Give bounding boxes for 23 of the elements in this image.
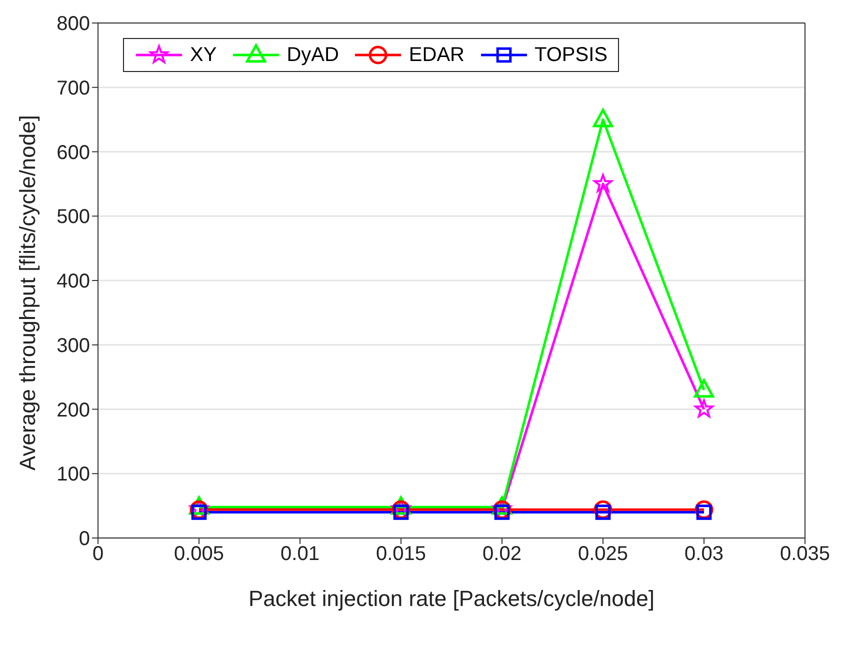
y-tick-label: 100	[56, 464, 90, 486]
y-tick-label: 400	[56, 270, 90, 293]
y-tick-label: 300	[56, 334, 90, 357]
y-tick-label: 600	[56, 142, 90, 164]
y-tick-label: 700	[56, 77, 90, 100]
y-tick-label: 800	[56, 13, 90, 36]
x-tick-label: 0.035	[780, 543, 830, 566]
x-tick-label: 0.03	[684, 543, 724, 566]
y-tick-label: 500	[56, 206, 90, 228]
y-tick-label: 200	[56, 399, 90, 422]
x-tick-label: 0.025	[578, 543, 628, 566]
x-tick-label: 0.02	[482, 543, 522, 566]
legend-label: EDAR	[408, 44, 464, 66]
x-tick-label: 0.005	[174, 543, 224, 566]
x-tick-label: 0.015	[376, 543, 426, 566]
x-axis-title: Packet injection rate [Packets/cycle/node]	[248, 586, 654, 611]
y-axis-title: Average throughput [flits/cycle/node]	[14, 115, 40, 470]
x-tick-label: 0.01	[280, 543, 320, 566]
legend-label: TOPSIS	[534, 44, 608, 66]
legend-label: DyAD	[286, 44, 339, 66]
y-tick-label: 0	[78, 528, 90, 550]
x-tick-label: 0	[92, 543, 104, 566]
legend-label: XY	[190, 44, 217, 66]
